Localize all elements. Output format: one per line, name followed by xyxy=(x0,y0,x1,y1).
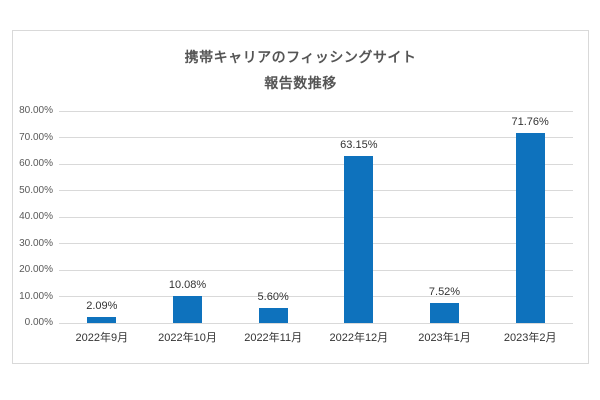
y-axis-tick-label: 70.00% xyxy=(19,131,53,143)
chart-title-line1: 携帯キャリアのフィッシングサイト xyxy=(184,49,417,65)
y-axis-tick-label: 80.00% xyxy=(19,105,53,116)
gridline xyxy=(59,216,573,218)
bar-data-label: 5.60% xyxy=(257,291,289,303)
plot-area: 0.00% 10.00% 20.00% 30.00% 40.00% 50.00% 60.00… xyxy=(19,105,573,344)
bar-data-label: 2.09% xyxy=(86,300,118,312)
y-axis-tick-label: 10.00% xyxy=(19,290,53,302)
chart-card: 携帯キャリアのフィッシングサイト 報告数推移 0.00% 10.00% 20.00%… xyxy=(12,30,589,364)
y-axis-tick-label: 40.00% xyxy=(19,211,53,222)
bar xyxy=(515,133,545,323)
gridline xyxy=(59,322,573,324)
gridline xyxy=(59,296,573,297)
bar-data-label: 7.52% xyxy=(428,286,461,298)
bar-data-label: 10.08% xyxy=(168,279,207,291)
y-axis-tick-label: 30.00% xyxy=(19,237,53,249)
bar xyxy=(87,317,117,323)
gridline xyxy=(59,110,573,112)
gridline xyxy=(59,137,573,138)
chart-title-line2: 報告数推移 xyxy=(264,75,337,91)
gridline xyxy=(59,190,573,191)
y-axis-tick-label: 20.00% xyxy=(19,264,53,275)
bar xyxy=(344,156,374,323)
bar xyxy=(258,308,288,323)
y-axis-tick-label: 60.00% xyxy=(19,158,53,169)
bar-data-label: 71.76% xyxy=(511,116,549,128)
chart-title: 携帯キャリアのフィッシングサイト 報告数推移 xyxy=(13,44,588,96)
bar xyxy=(173,296,202,323)
x-axis-tick-label: 2022年12月 xyxy=(329,332,389,344)
x-axis-tick-label: 2022年11月 xyxy=(244,332,303,344)
y-axis-tick-label: 0.00% xyxy=(24,317,53,328)
gridline xyxy=(59,269,573,271)
y-axis-tick-label: 50.00% xyxy=(19,184,53,196)
x-axis-tick-label: 2022年9月 xyxy=(75,332,129,344)
x-axis-tick-label: 2022年10月 xyxy=(158,332,217,344)
gridline xyxy=(59,243,573,244)
gridline xyxy=(59,163,573,165)
bar-data-label: 63.15% xyxy=(340,139,378,151)
bar xyxy=(430,303,459,323)
x-axis-tick-label: 2023年2月 xyxy=(503,332,557,344)
x-axis-tick-label: 2023年1月 xyxy=(418,332,471,344)
